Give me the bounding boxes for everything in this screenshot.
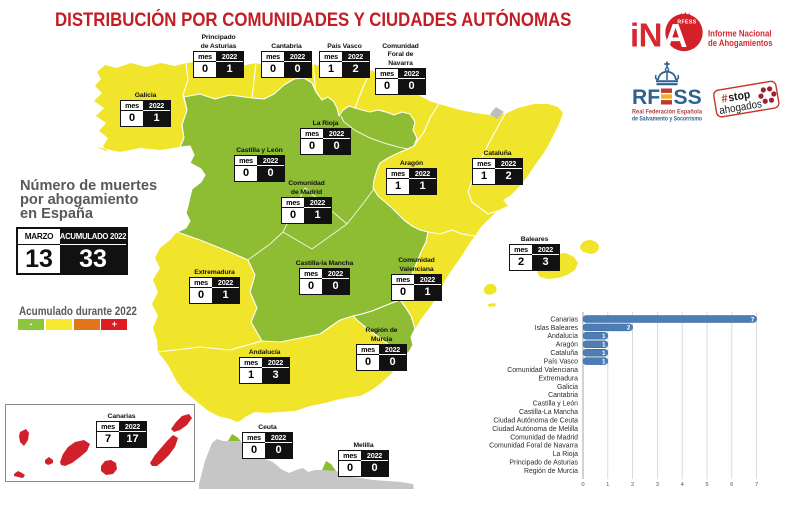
svg-text:Ciudad Autónoma de Melilla: Ciudad Autónoma de Melilla — [492, 426, 578, 433]
svg-text:RF: RF — [632, 85, 660, 109]
svg-text:1: 1 — [602, 342, 606, 349]
svg-text:RFESS: RFESS — [677, 20, 696, 26]
svg-text:7: 7 — [755, 482, 758, 488]
svg-text:Islas Baleares: Islas Baleares — [535, 325, 579, 332]
svg-text:Informe Nacional: Informe Nacional — [708, 29, 772, 40]
svg-text:de Salvamento y Socorrismo: de Salvamento y Socorrismo — [632, 116, 702, 123]
svg-text:Castilla y León: Castilla y León — [533, 401, 578, 408]
svg-text:7: 7 — [751, 316, 755, 323]
svg-text:stop: stop — [727, 89, 751, 104]
svg-text:Extremadura: Extremadura — [539, 375, 579, 382]
svg-text:Comunidad de Madrid: Comunidad de Madrid — [510, 434, 578, 441]
svg-text:5: 5 — [705, 482, 708, 488]
svg-text:Cantabria: Cantabria — [548, 392, 578, 399]
svg-text:1: 1 — [606, 482, 609, 488]
svg-text:Galicia: Galicia — [557, 384, 578, 391]
svg-text:Principado de Asturias: Principado de Asturias — [509, 460, 578, 467]
svg-text:1: 1 — [602, 358, 606, 365]
svg-text:6: 6 — [730, 482, 733, 488]
svg-text:de Ahogamientos: de Ahogamientos — [708, 38, 773, 49]
svg-text:SS: SS — [674, 85, 702, 109]
svg-text:Real Federación Española: Real Federación Española — [632, 109, 703, 116]
svg-text:iN: iN — [630, 17, 662, 54]
svg-text:Cataluña: Cataluña — [550, 350, 578, 357]
svg-text:#: # — [721, 93, 730, 106]
svg-text:Canarias: Canarias — [550, 316, 578, 323]
svg-text:Aragón: Aragón — [556, 342, 578, 349]
svg-text:3: 3 — [656, 482, 659, 488]
svg-text:0: 0 — [581, 482, 584, 488]
svg-text:Castilla-La Mancha: Castilla-La Mancha — [519, 409, 578, 416]
svg-text:Comunidad Valenciana: Comunidad Valenciana — [507, 367, 578, 374]
svg-text:1: 1 — [602, 350, 606, 357]
svg-text:1: 1 — [602, 333, 606, 340]
svg-text:Ciudad Autónoma de Ceuta: Ciudad Autónoma de Ceuta — [493, 417, 578, 424]
svg-text:Comunidad Foral de Navarra: Comunidad Foral de Navarra — [489, 443, 578, 450]
svg-text:2: 2 — [631, 482, 634, 488]
svg-text:A: A — [664, 17, 688, 54]
svg-text:Andalucía: Andalucía — [547, 333, 578, 340]
svg-text:2: 2 — [627, 325, 631, 332]
svg-text:La Rioja: La Rioja — [553, 451, 578, 458]
svg-text:País Vasco: País Vasco — [544, 359, 579, 366]
svg-text:Región de Murcia: Región de Murcia — [524, 468, 578, 475]
svg-text:4: 4 — [681, 482, 685, 488]
